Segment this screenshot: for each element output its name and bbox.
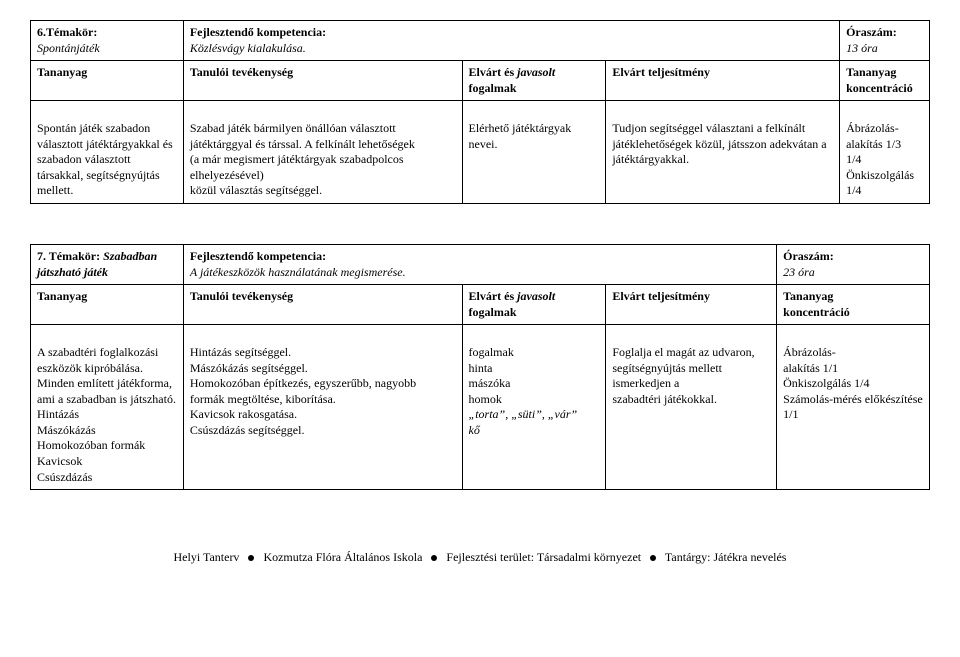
text: Hintázás segítséggel. Mászókázás segítsé… <box>190 345 416 437</box>
text: Szabad játék bármilyen önállóan választo… <box>190 121 415 197</box>
text: „torta”, „süti”, „vár” <box>469 407 578 421</box>
t2-b-c1: A szabadtéri foglalkozási eszközök kipró… <box>31 325 184 490</box>
label: Spontánjáték <box>37 41 100 55</box>
text: fogalmak <box>469 345 514 359</box>
t2-h2-c2: Tanulói tevékenység <box>183 285 462 325</box>
t2-h2-c3: Elvárt és javasolt fogalmak <box>462 285 606 325</box>
text: Foglalja el magát az udvaron, segítségny… <box>612 345 754 406</box>
label: Tananyag <box>37 289 87 303</box>
t2-b-c3: fogalmak hinta mászóka homok „torta”, „s… <box>462 325 606 490</box>
t1-b-c3: Elérhető játéktárgyak nevei. <box>462 101 606 204</box>
label: koncentráció <box>783 305 850 319</box>
label: javasolt <box>517 65 555 79</box>
t1-b-c4: Tudjon segítséggel választani a felkínál… <box>606 101 840 204</box>
label: 23 óra <box>783 265 815 279</box>
t1-h2-c4: Elvárt teljesítmény <box>606 61 840 101</box>
t1-h2-c2: Tanulói tevékenység <box>183 61 462 101</box>
bullet-icon <box>248 555 254 561</box>
label: 7. Témakör: <box>37 249 100 263</box>
footer-part: Kozmutza Flóra Általános Iskola <box>263 550 422 564</box>
text: hinta <box>469 361 493 375</box>
label: 13 óra <box>846 41 878 55</box>
text: mászóka <box>469 376 511 390</box>
label: koncentráció <box>846 81 913 95</box>
page-footer: Helyi Tanterv Kozmutza Flóra Általános I… <box>30 550 930 565</box>
t1-h2-c5: Tananyag koncentráció <box>840 61 930 101</box>
text: Tudjon segítséggel választani a felkínál… <box>612 121 826 166</box>
label: Elvárt és <box>469 65 515 79</box>
label: fogalmak <box>469 305 517 319</box>
label: Tanulói tevékenység <box>190 289 293 303</box>
label: Elvárt teljesítmény <box>612 65 710 79</box>
label: Szabadban <box>103 249 157 263</box>
text: Ábrázolás- alakítás 1/1 Önkiszolgálás 1/… <box>783 345 923 421</box>
t1-b-c5: Ábrázolás- alakítás 1/3 1/4 Önkiszolgálá… <box>840 101 930 204</box>
t1-h-c5: Óraszám: 13 óra <box>840 21 930 61</box>
t2-h-c1: 7. Témakör: Szabadban játszható játék <box>31 244 184 284</box>
topic-table-7: 7. Témakör: Szabadban játszható játék Fe… <box>30 244 930 490</box>
t2-h2-c4: Elvárt teljesítmény <box>606 285 777 325</box>
t2-h-c2: Fejlesztendő kompetencia: A játékeszközö… <box>183 244 776 284</box>
text: homok <box>469 392 502 406</box>
label: Elvárt teljesítmény <box>612 289 710 303</box>
label: Fejlesztendő kompetencia: <box>190 25 326 39</box>
label: Tananyag <box>37 65 87 79</box>
label: javasolt <box>517 289 555 303</box>
label: Tananyag <box>783 289 833 303</box>
footer-part: Fejlesztési terület: Társadalmi környeze… <box>446 550 641 564</box>
t1-h2-c3: Elvárt és javasolt fogalmak <box>462 61 606 101</box>
t1-b-c1: Spontán játék szabadon választott játékt… <box>31 101 184 204</box>
t1-b-c2: Szabad játék bármilyen önállóan választo… <box>183 101 462 204</box>
footer-part: Helyi Tanterv <box>174 550 240 564</box>
footer-part: Tantárgy: Játékra nevelés <box>665 550 787 564</box>
label: játszható játék <box>37 265 108 279</box>
t2-b-c4: Foglalja el magát az udvaron, segítségny… <box>606 325 777 490</box>
t2-b-c5: Ábrázolás- alakítás 1/1 Önkiszolgálás 1/… <box>777 325 930 490</box>
label: fogalmak <box>469 81 517 95</box>
t1-h2-c1: Tananyag <box>31 61 184 101</box>
label: Közlésvágy kialakulása. <box>190 41 306 55</box>
label: Óraszám: <box>783 249 834 263</box>
t2-h-c5: Óraszám: 23 óra <box>777 244 930 284</box>
label: A játékeszközök használatának megismerés… <box>190 265 406 279</box>
t1-h-c2: Fejlesztendő kompetencia: Közlésvágy kia… <box>183 21 839 61</box>
bullet-icon <box>431 555 437 561</box>
bullet-icon <box>650 555 656 561</box>
label: Fejlesztendő kompetencia: <box>190 249 326 263</box>
text: Spontán játék szabadon választott játékt… <box>37 121 173 197</box>
t2-b-c2: Hintázás segítséggel. Mászókázás segítsé… <box>183 325 462 490</box>
label: 6.Témakör: <box>37 25 97 39</box>
topic-table-6: 6.Témakör: Spontánjáték Fejlesztendő kom… <box>30 20 930 204</box>
text: Ábrázolás- alakítás 1/3 1/4 Önkiszolgálá… <box>846 121 914 197</box>
label: Óraszám: <box>846 25 897 39</box>
label: Tanulói tevékenység <box>190 65 293 79</box>
label: Tananyag <box>846 65 896 79</box>
t2-h2-c5: Tananyag koncentráció <box>777 285 930 325</box>
t2-h2-c1: Tananyag <box>31 285 184 325</box>
t1-h-c1: 6.Témakör: Spontánjáték <box>31 21 184 61</box>
label: Elvárt és <box>469 289 515 303</box>
text: kő <box>469 423 480 437</box>
text: A szabadtéri foglalkozási eszközök kipró… <box>37 345 176 484</box>
text: Elérhető játéktárgyak nevei. <box>469 121 572 151</box>
